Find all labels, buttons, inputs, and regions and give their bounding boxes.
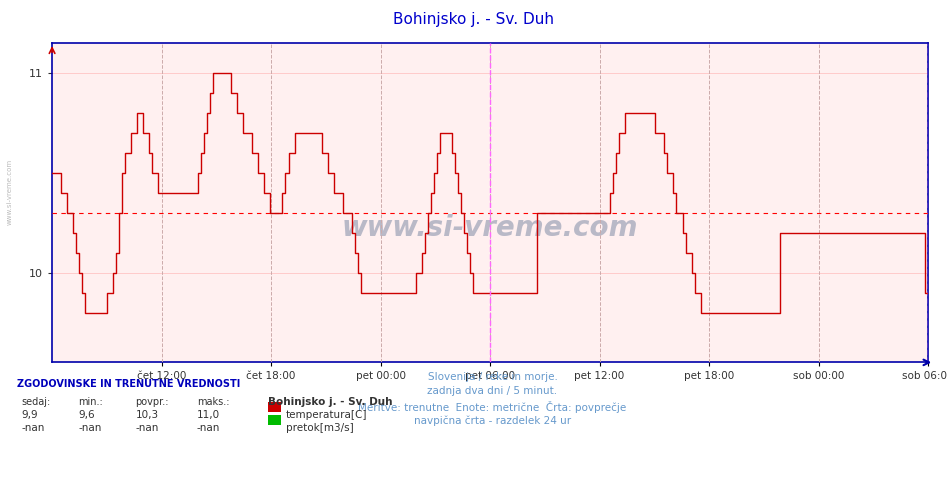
Text: sedaj:: sedaj:: [22, 397, 51, 408]
Text: -nan: -nan: [135, 423, 159, 433]
Text: ZGODOVINSKE IN TRENUTNE VREDNOSTI: ZGODOVINSKE IN TRENUTNE VREDNOSTI: [17, 379, 241, 389]
Text: pretok[m3/s]: pretok[m3/s]: [286, 423, 354, 433]
Text: 10,3: 10,3: [135, 410, 158, 420]
Text: maks.:: maks.:: [197, 397, 229, 408]
Text: Bohinjsko j. - Sv. Duh: Bohinjsko j. - Sv. Duh: [393, 12, 554, 27]
Text: Slovenija / reke in morje.: Slovenija / reke in morje.: [427, 372, 558, 382]
Text: 9,6: 9,6: [79, 410, 96, 420]
Text: -nan: -nan: [79, 423, 102, 433]
Text: www.si-vreme.com: www.si-vreme.com: [342, 215, 638, 242]
Text: povpr.:: povpr.:: [135, 397, 169, 408]
Text: Meritve: trenutne  Enote: metrične  Črta: povprečje: Meritve: trenutne Enote: metrične Črta: …: [358, 401, 627, 413]
Text: -nan: -nan: [22, 423, 45, 433]
Text: 11,0: 11,0: [197, 410, 220, 420]
Text: 9,9: 9,9: [22, 410, 39, 420]
Text: Bohinjsko j. - Sv. Duh: Bohinjsko j. - Sv. Duh: [268, 397, 392, 408]
Text: zadnja dva dni / 5 minut.: zadnja dva dni / 5 minut.: [427, 386, 558, 396]
Text: min.:: min.:: [79, 397, 103, 408]
Text: www.si-vreme.com: www.si-vreme.com: [7, 159, 12, 225]
Text: temperatura[C]: temperatura[C]: [286, 410, 367, 420]
Text: -nan: -nan: [197, 423, 221, 433]
Text: navpična črta - razdelek 24 ur: navpična črta - razdelek 24 ur: [414, 415, 571, 426]
